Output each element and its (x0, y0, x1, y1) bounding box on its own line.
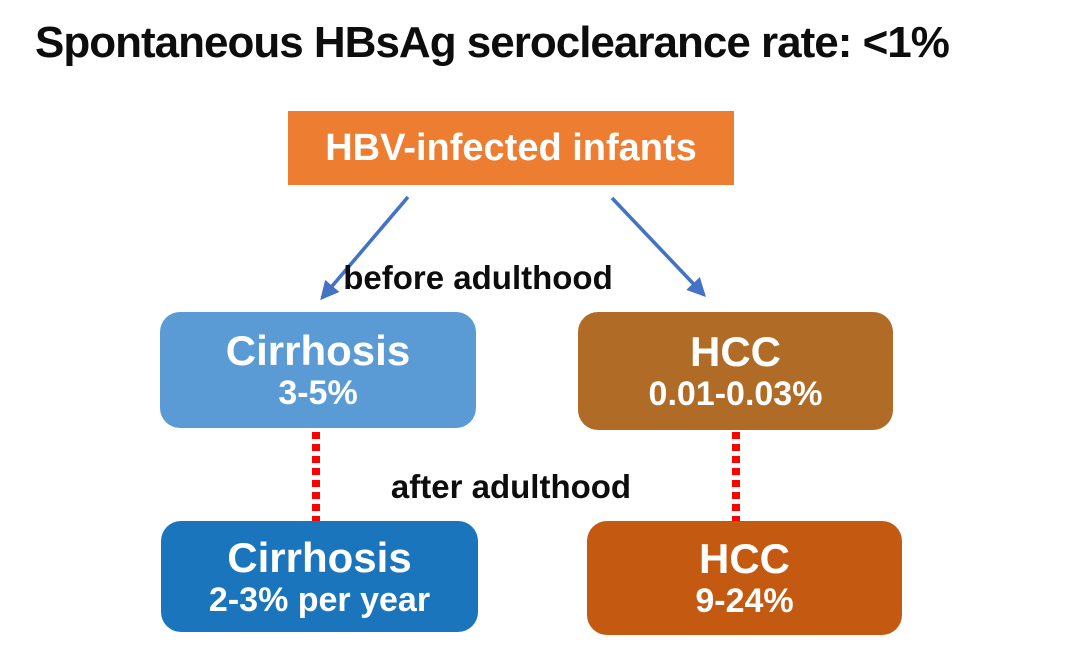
node-cirrhosis-after-label: Cirrhosis (227, 533, 412, 581)
node-hcc-after-label: HCC (699, 535, 790, 583)
node-cirrhosis-before-value: 3-5% (278, 374, 358, 413)
root-node-hbv-infants: HBV-infected infants (288, 111, 734, 185)
dotted-connector-right (732, 432, 740, 523)
after-adulthood-label: after adulthood (390, 468, 632, 505)
node-cirrhosis-after-adulthood: Cirrhosis 2-3% per year (161, 521, 478, 632)
node-hcc-after-value: 9-24% (695, 582, 794, 621)
arrow-to-hcc-icon (610, 196, 706, 298)
node-hcc-before-adulthood: HCC 0.01-0.03% (578, 312, 893, 430)
node-cirrhosis-before-adulthood: Cirrhosis 3-5% (160, 312, 476, 428)
root-node-label: HBV-infected infants (325, 126, 697, 169)
node-cirrhosis-before-label: Cirrhosis (225, 327, 411, 375)
dotted-connector-left (312, 432, 320, 523)
node-hcc-after-adulthood: HCC 9-24% (587, 521, 902, 635)
node-cirrhosis-after-value: 2-3% per year (208, 580, 431, 619)
page-title: Spontaneous HBsAg seroclearance rate: <1… (35, 18, 950, 67)
node-hcc-before-label: HCC (690, 328, 781, 376)
node-hcc-before-value: 0.01-0.03% (648, 375, 823, 414)
before-adulthood-label: before adulthood (343, 259, 613, 296)
